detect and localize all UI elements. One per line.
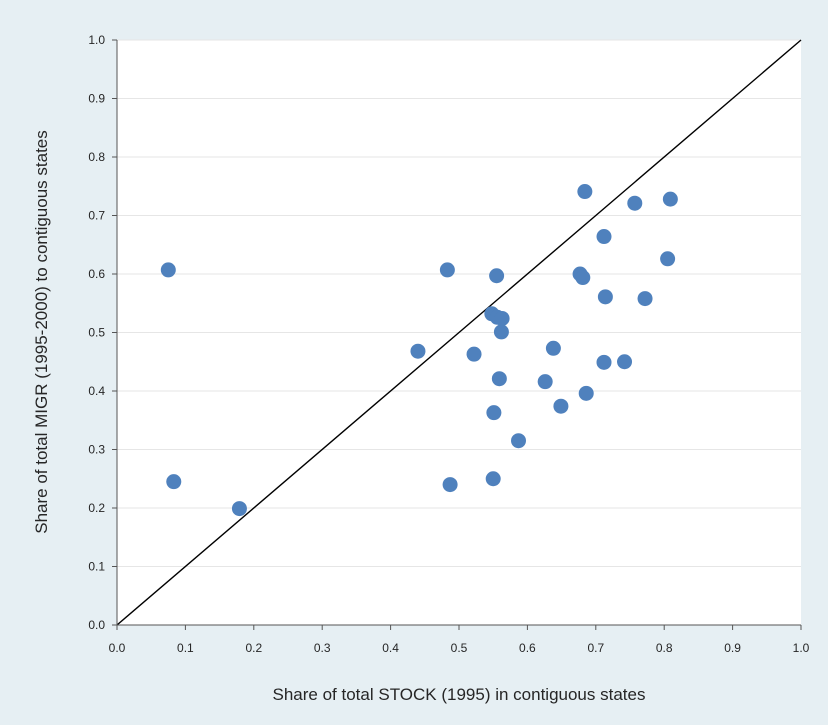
data-point bbox=[553, 398, 569, 414]
y-tick-label: 0.7 bbox=[88, 209, 105, 223]
data-point bbox=[486, 405, 502, 421]
data-point bbox=[410, 343, 426, 359]
data-point bbox=[577, 184, 593, 200]
data-point bbox=[466, 346, 482, 362]
data-point bbox=[166, 474, 182, 490]
y-tick-label: 1.0 bbox=[88, 33, 105, 47]
x-tick-label: 0.6 bbox=[519, 641, 536, 655]
y-axis-title: Share of total MIGR (1995-2000) to conti… bbox=[32, 130, 51, 534]
x-tick-label: 0.8 bbox=[656, 641, 673, 655]
x-tick-label: 0.4 bbox=[382, 641, 399, 655]
data-point bbox=[485, 471, 501, 487]
data-point bbox=[494, 310, 510, 326]
y-tick-label: 0.0 bbox=[88, 618, 105, 632]
y-tick-label: 0.6 bbox=[88, 267, 105, 281]
axes bbox=[112, 39, 802, 630]
gridlines bbox=[117, 39, 801, 567]
data-point bbox=[627, 195, 643, 211]
data-point bbox=[578, 385, 594, 401]
diagonal-reference-line bbox=[116, 39, 802, 626]
y-tick-label: 0.1 bbox=[88, 560, 105, 574]
data-points bbox=[160, 184, 678, 517]
data-point bbox=[511, 433, 527, 449]
data-point bbox=[596, 354, 612, 370]
y-tick-label: 0.2 bbox=[88, 501, 105, 515]
data-point bbox=[493, 324, 509, 340]
y-tick-label: 0.5 bbox=[88, 326, 105, 340]
x-tick-label: 0.7 bbox=[587, 641, 604, 655]
y-tick-label: 0.9 bbox=[88, 92, 105, 106]
x-tick-label: 0.0 bbox=[109, 641, 126, 655]
data-point bbox=[617, 354, 633, 370]
reference-layer bbox=[116, 39, 802, 626]
data-point bbox=[662, 191, 678, 207]
data-point bbox=[545, 340, 561, 356]
data-point bbox=[491, 371, 507, 387]
x-tick-label: 1.0 bbox=[793, 641, 810, 655]
x-tick-label: 0.5 bbox=[451, 641, 468, 655]
data-point bbox=[442, 477, 458, 493]
data-point bbox=[575, 270, 591, 286]
data-point bbox=[637, 291, 653, 307]
x-tick-label: 0.9 bbox=[724, 641, 741, 655]
x-tick-label: 0.3 bbox=[314, 641, 331, 655]
data-point bbox=[596, 229, 612, 245]
x-axis-title: Share of total STOCK (1995) in contiguou… bbox=[273, 685, 646, 704]
data-point bbox=[231, 501, 247, 517]
x-tick-label: 0.1 bbox=[177, 641, 194, 655]
data-point bbox=[537, 374, 553, 390]
data-point bbox=[489, 268, 505, 284]
data-point bbox=[597, 289, 613, 305]
data-point bbox=[160, 262, 176, 278]
y-tick-label: 0.3 bbox=[88, 443, 105, 457]
tick-labels: 0.0 0.1 0.2 0.3 0.4 0.5 0.6 0.7 0.8 0.9 1.0 0.0 0.1 0… bbox=[88, 33, 809, 655]
data-point bbox=[439, 262, 455, 278]
data-point bbox=[660, 251, 676, 267]
x-tick-label: 0.2 bbox=[245, 641, 262, 655]
y-tick-label: 0.4 bbox=[88, 384, 105, 398]
y-tick-label: 0.8 bbox=[88, 150, 105, 164]
